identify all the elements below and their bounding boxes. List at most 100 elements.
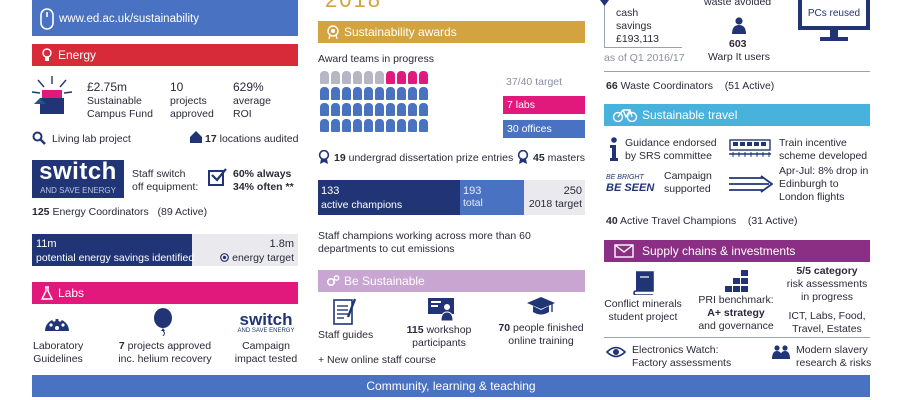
flight-drop: Apr-Jul: 8% drop in Edinburgh to London … <box>779 165 869 203</box>
person-icon <box>408 87 417 100</box>
community-title: Community, learning & teaching <box>366 379 536 393</box>
person-icon <box>353 71 362 84</box>
online-training: 70 people finished online training <box>498 322 584 347</box>
new-online-course: + New online staff course <box>318 354 436 366</box>
gauge-icon <box>45 318 69 331</box>
supply-divider <box>604 337 870 338</box>
house-icon <box>190 131 202 143</box>
cash-savings-bracket-bottom <box>604 47 682 48</box>
person-icon <box>331 87 340 100</box>
person-icon <box>397 87 406 100</box>
presenter-icon <box>428 298 454 321</box>
energy-coordinators: 125 Energy Coordinators (89 Active) <box>32 206 208 218</box>
energy-target-value: 1.8m <box>269 238 294 250</box>
be-bright-logo: BE BRIGHT BE SEEN <box>606 174 655 194</box>
as-of-date: as of Q1 2016/17 <box>604 52 685 64</box>
lab-guidelines: Laboratory Guidelines <box>33 340 84 365</box>
fund-stat: £2.75m Sustainable Campus Fund <box>87 80 153 120</box>
person-icon <box>408 71 417 84</box>
person-icon <box>419 71 428 84</box>
person-icon <box>364 87 373 100</box>
waste-divider <box>604 71 870 72</box>
locations-audited: 17 locations audited <box>205 133 299 145</box>
warp-it-label: Warp It users <box>708 51 771 63</box>
person-icon <box>353 87 362 100</box>
switch-stats: 60% always 34% often ** <box>233 168 294 193</box>
sustainability-link[interactable]: www.ed.ac.uk/sustainability <box>59 13 199 25</box>
dissertation-entries: 19 undergrad dissertation prize entries <box>334 152 514 164</box>
projects-stat: 10 projects approved <box>170 80 214 120</box>
person-icon <box>320 103 329 116</box>
awards-labs-bar: 7 labs <box>503 96 585 114</box>
bar-blocks-icon <box>725 270 748 292</box>
year-fragment: 2018 <box>325 0 382 13</box>
fund-box-icon <box>31 76 73 114</box>
awards-target: 37/40 target <box>506 76 563 88</box>
person-icon <box>386 71 395 84</box>
mouse-icon <box>40 8 54 30</box>
conflict-minerals: Conflict minerals student project <box>604 298 682 323</box>
monitor-stand <box>830 30 838 37</box>
person-icon <box>342 87 351 100</box>
person-icon <box>397 103 406 116</box>
person-icon <box>320 119 329 132</box>
person-icon <box>342 119 351 132</box>
medal-icon <box>517 150 529 164</box>
staff-switch-label: Staff switch off equipment: <box>132 168 199 193</box>
awards-header: Sustainability awards <box>318 21 585 43</box>
total-champions: 193 total <box>463 185 483 209</box>
arrow-down-icon <box>600 0 609 6</box>
award-icon <box>327 25 339 39</box>
balloon-icon <box>154 308 172 336</box>
switch-logo: switch AND SAVE ENERGY <box>32 158 124 198</box>
active-champions-label: active champions <box>321 199 403 211</box>
person-icon <box>331 71 340 84</box>
train-incentive: Train incentive scheme developed <box>779 137 868 162</box>
person-icon <box>375 103 384 116</box>
checkbox-icon <box>208 168 227 186</box>
person-icon <box>732 17 746 34</box>
champions-active-fill <box>318 180 460 215</box>
person-icon <box>375 119 384 132</box>
people-icon <box>772 345 790 359</box>
masters-entries: 45 masters <box>533 152 585 164</box>
energy-savings-value: 11m <box>36 238 57 250</box>
champions-target: 250 2018 target <box>528 185 582 210</box>
info-icon <box>610 137 618 161</box>
pri-benchmark: PRI benchmark: A+ strategy and governanc… <box>698 294 774 332</box>
graduation-cap-icon <box>527 297 555 315</box>
champions-note: Staff champions working across more than… <box>318 230 531 255</box>
person-icon <box>364 103 373 116</box>
gears-icon <box>326 275 340 287</box>
roi-stat: 629% average ROI <box>233 80 271 120</box>
energy-savings-fill <box>32 234 192 266</box>
active-travel-champions: 40 Active Travel Champions (31 Active) <box>606 215 798 227</box>
person-icon <box>397 71 406 84</box>
envelope-icon <box>614 244 634 258</box>
person-icon <box>375 87 384 100</box>
active-champions-value: 133 <box>321 185 340 197</box>
warp-it-count: 603 <box>729 38 747 50</box>
be-sustainable-header: Be Sustainable <box>318 270 585 292</box>
bicycle-icon <box>612 109 638 122</box>
travel-header: Sustainable travel <box>604 104 870 126</box>
person-icon <box>419 103 428 116</box>
person-icon <box>353 119 362 132</box>
awards-offices-bar: 30 offices <box>503 120 585 138</box>
energy-savings-bar: 11m potential energy savings identified … <box>32 234 298 266</box>
person-icon <box>364 71 373 84</box>
waste-coordinators: 66 Waste Coordinators (51 Active) <box>606 80 775 92</box>
energy-savings-label: potential energy savings identified <box>36 252 195 264</box>
staff-guides: Staff guides <box>318 329 374 341</box>
person-icon <box>364 119 373 132</box>
flask-icon <box>40 286 54 300</box>
person-icon <box>375 71 384 84</box>
person-icon <box>353 103 362 116</box>
award-teams-label: Award teams in progress <box>318 53 434 65</box>
labs-campaign: Campaign impact tested <box>234 340 298 365</box>
community-banner: Community, learning & teaching <box>32 375 870 397</box>
person-icon <box>331 119 340 132</box>
magnifier-icon <box>32 131 46 145</box>
award-teams-grid <box>320 71 430 135</box>
person-icon <box>419 119 428 132</box>
